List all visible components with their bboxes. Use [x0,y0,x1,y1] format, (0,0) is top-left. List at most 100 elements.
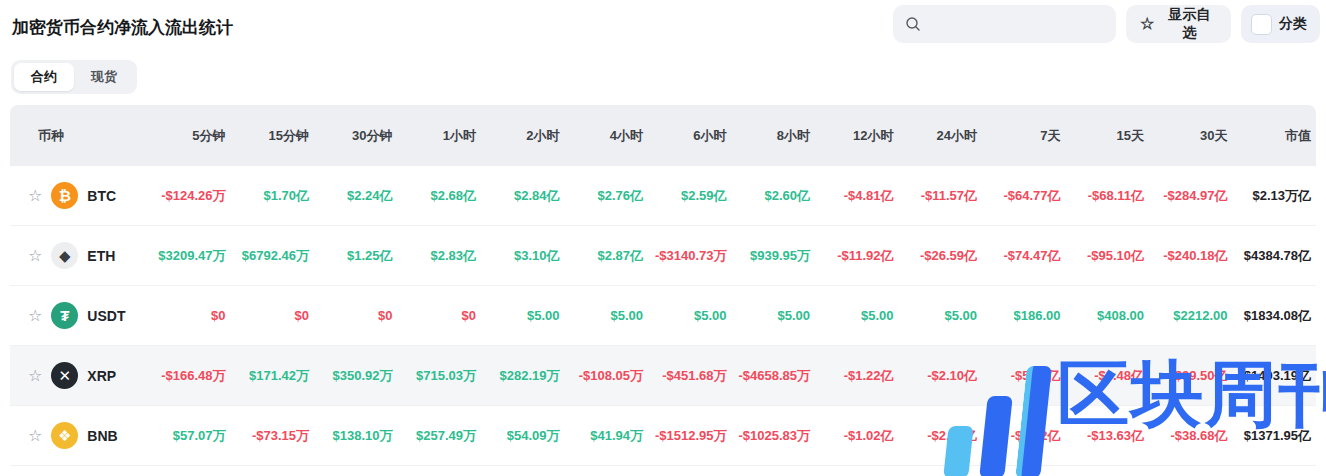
flow-value-cell: -$4658.85万 [732,367,816,385]
flow-value-cell: -$5.09亿 [982,367,1066,385]
flows-table: 币种 5分钟 15分钟 30分钟 1小时 2小时 4小时 6小时 8小时 12小… [10,105,1316,466]
flow-value-cell: $2.59亿 [648,187,732,205]
xrp-icon: ✕ [51,362,78,389]
col-4h: 4小时 [565,127,649,145]
btc-icon: ₿ [51,182,78,209]
favorite-star-icon[interactable]: ☆ [28,368,42,384]
flow-value-cell: -$39.50亿 [1149,367,1233,385]
flow-value-cell: $0 [398,308,482,323]
flow-value-cell: $2.87亿 [565,247,649,265]
market-cap-cell: $4384.78亿 [1233,247,1317,265]
table-row[interactable]: ☆ ❖ BNB $57.07万-$73.15万$138.10万$257.49万$… [10,406,1316,466]
top-bar: 加密货币合约净流入流出统计 ☆ 显示自选 分类 [0,0,1326,52]
flow-value-cell: $2212.00 [1149,308,1233,323]
flow-value-cell: -$166.48万 [147,367,231,385]
flow-value-cell: $5.00 [815,308,899,323]
col-mcap: 市值 [1233,127,1317,145]
show-favorites-button[interactable]: ☆ 显示自选 [1126,5,1231,43]
col-coin: 币种 [10,127,147,145]
app: 加密货币合约净流入流出统计 ☆ 显示自选 分类 合约 现货 币种 5分钟 15分… [0,0,1326,476]
flow-value-cell: -$4.81亿 [815,187,899,205]
flow-value-cell: $6792.46万 [231,247,315,265]
col-5min: 5分钟 [147,127,231,145]
flow-value-cell: $5.00 [481,308,565,323]
category-button[interactable]: 分类 [1241,5,1320,43]
favorite-star-icon[interactable]: ☆ [28,428,42,444]
flow-value-cell: $282.19万 [481,367,565,385]
search-input[interactable] [929,17,1089,32]
flow-value-cell: -$11.57亿 [899,187,983,205]
flow-value-cell: $2.60亿 [732,187,816,205]
market-cap-cell: $1834.08亿 [1233,307,1317,325]
flow-value-cell: $3.10亿 [481,247,565,265]
flow-value-cell: -$451.68万 [648,367,732,385]
table-row[interactable]: ☆ ₮ USDT $0$0$0$0$5.00$5.00$5.00$5.00$5.… [10,286,1316,346]
flow-value-cell: -$11.92亿 [815,247,899,265]
favorite-star-icon[interactable]: ☆ [28,188,42,204]
flow-value-cell: $5.00 [648,308,732,323]
coin-cell[interactable]: ☆ ◆ ETH [10,242,147,269]
flow-value-cell: -$240.18亿 [1149,247,1233,265]
page-title: 加密货币合约净流入流出统计 [12,16,233,39]
table-row[interactable]: ☆ ✕ XRP -$166.48万$171.42万$350.92万$715.03… [10,346,1316,406]
flow-value-cell: -$1.02亿 [815,427,899,445]
coin-symbol: BNB [87,428,117,444]
flow-value-cell: $350.92万 [314,367,398,385]
col-30min: 30分钟 [314,127,398,145]
flow-value-cell: $2.83亿 [398,247,482,265]
coin-cell[interactable]: ☆ ₿ BTC [10,182,147,209]
bnb-icon: ❖ [51,422,78,449]
flow-value-cell: $5.00 [565,308,649,323]
flow-value-cell: -$68.11亿 [1066,187,1150,205]
table-body: ☆ ₿ BTC -$124.26万$1.70亿$2.24亿$2.68亿$2.84… [10,166,1316,466]
flow-value-cell: $0 [231,308,315,323]
flow-value-cell: -$284.97亿 [1149,187,1233,205]
flow-value-cell: $0 [147,308,231,323]
flow-value-cell: -$1512.95万 [648,427,732,445]
flow-value-cell: $939.95万 [732,247,816,265]
coin-symbol: XRP [87,368,116,384]
flow-value-cell: -$13.63亿 [1066,427,1150,445]
coin-cell[interactable]: ☆ ❖ BNB [10,422,147,449]
flow-value-cell: -$38.68亿 [1149,427,1233,445]
category-checkbox[interactable] [1251,14,1272,35]
coin-cell[interactable]: ☆ ₮ USDT [10,302,147,329]
col-6h: 6小时 [648,127,732,145]
coin-cell[interactable]: ☆ ✕ XRP [10,362,147,389]
flow-value-cell: -$1025.83万 [732,427,816,445]
flow-value-cell: -$74.47亿 [982,247,1066,265]
star-icon: ☆ [1140,16,1154,32]
flow-value-cell: $2.68亿 [398,187,482,205]
flow-value-cell: $171.42万 [231,367,315,385]
favorite-star-icon[interactable]: ☆ [28,308,42,324]
col-8h: 8小时 [732,127,816,145]
col-30d: 30天 [1149,127,1233,145]
flow-value-cell: $186.00 [982,308,1066,323]
show-favorites-label: 显示自选 [1161,6,1217,42]
tab-contract[interactable]: 合约 [14,63,74,91]
search-icon [905,16,921,32]
tab-spot[interactable]: 现货 [74,63,134,91]
flow-value-cell: -$73.15万 [231,427,315,445]
favorite-star-icon[interactable]: ☆ [28,248,42,264]
flow-value-cell: -$2.21亿 [899,427,983,445]
flow-value-cell: $54.09万 [481,427,565,445]
col-15d: 15天 [1066,127,1150,145]
flow-value-cell: -$3140.73万 [648,247,732,265]
flow-value-cell: -$64.77亿 [982,187,1066,205]
category-label: 分类 [1279,15,1307,33]
market-cap-cell: $2.13万亿 [1233,187,1317,205]
market-cap-cell: $1371.95亿 [1233,427,1317,445]
flow-value-cell: $57.07万 [147,427,231,445]
table-row[interactable]: ☆ ₿ BTC -$124.26万$1.70亿$2.24亿$2.68亿$2.84… [10,166,1316,226]
table-header: 币种 5分钟 15分钟 30分钟 1小时 2小时 4小时 6小时 8小时 12小… [10,105,1316,166]
flow-value-cell: $1.25亿 [314,247,398,265]
flow-value-cell: $3209.47万 [147,247,231,265]
market-type-tabs: 合约 现货 [11,60,137,94]
flow-value-cell: $5.00 [732,308,816,323]
flow-value-cell: -$1.22亿 [815,367,899,385]
flow-value-cell: $257.49万 [398,427,482,445]
search-box[interactable] [893,5,1116,43]
table-row[interactable]: ☆ ◆ ETH $3209.47万$6792.46万$1.25亿$2.83亿$3… [10,226,1316,286]
flow-value-cell: -$8.48亿 [1066,367,1150,385]
